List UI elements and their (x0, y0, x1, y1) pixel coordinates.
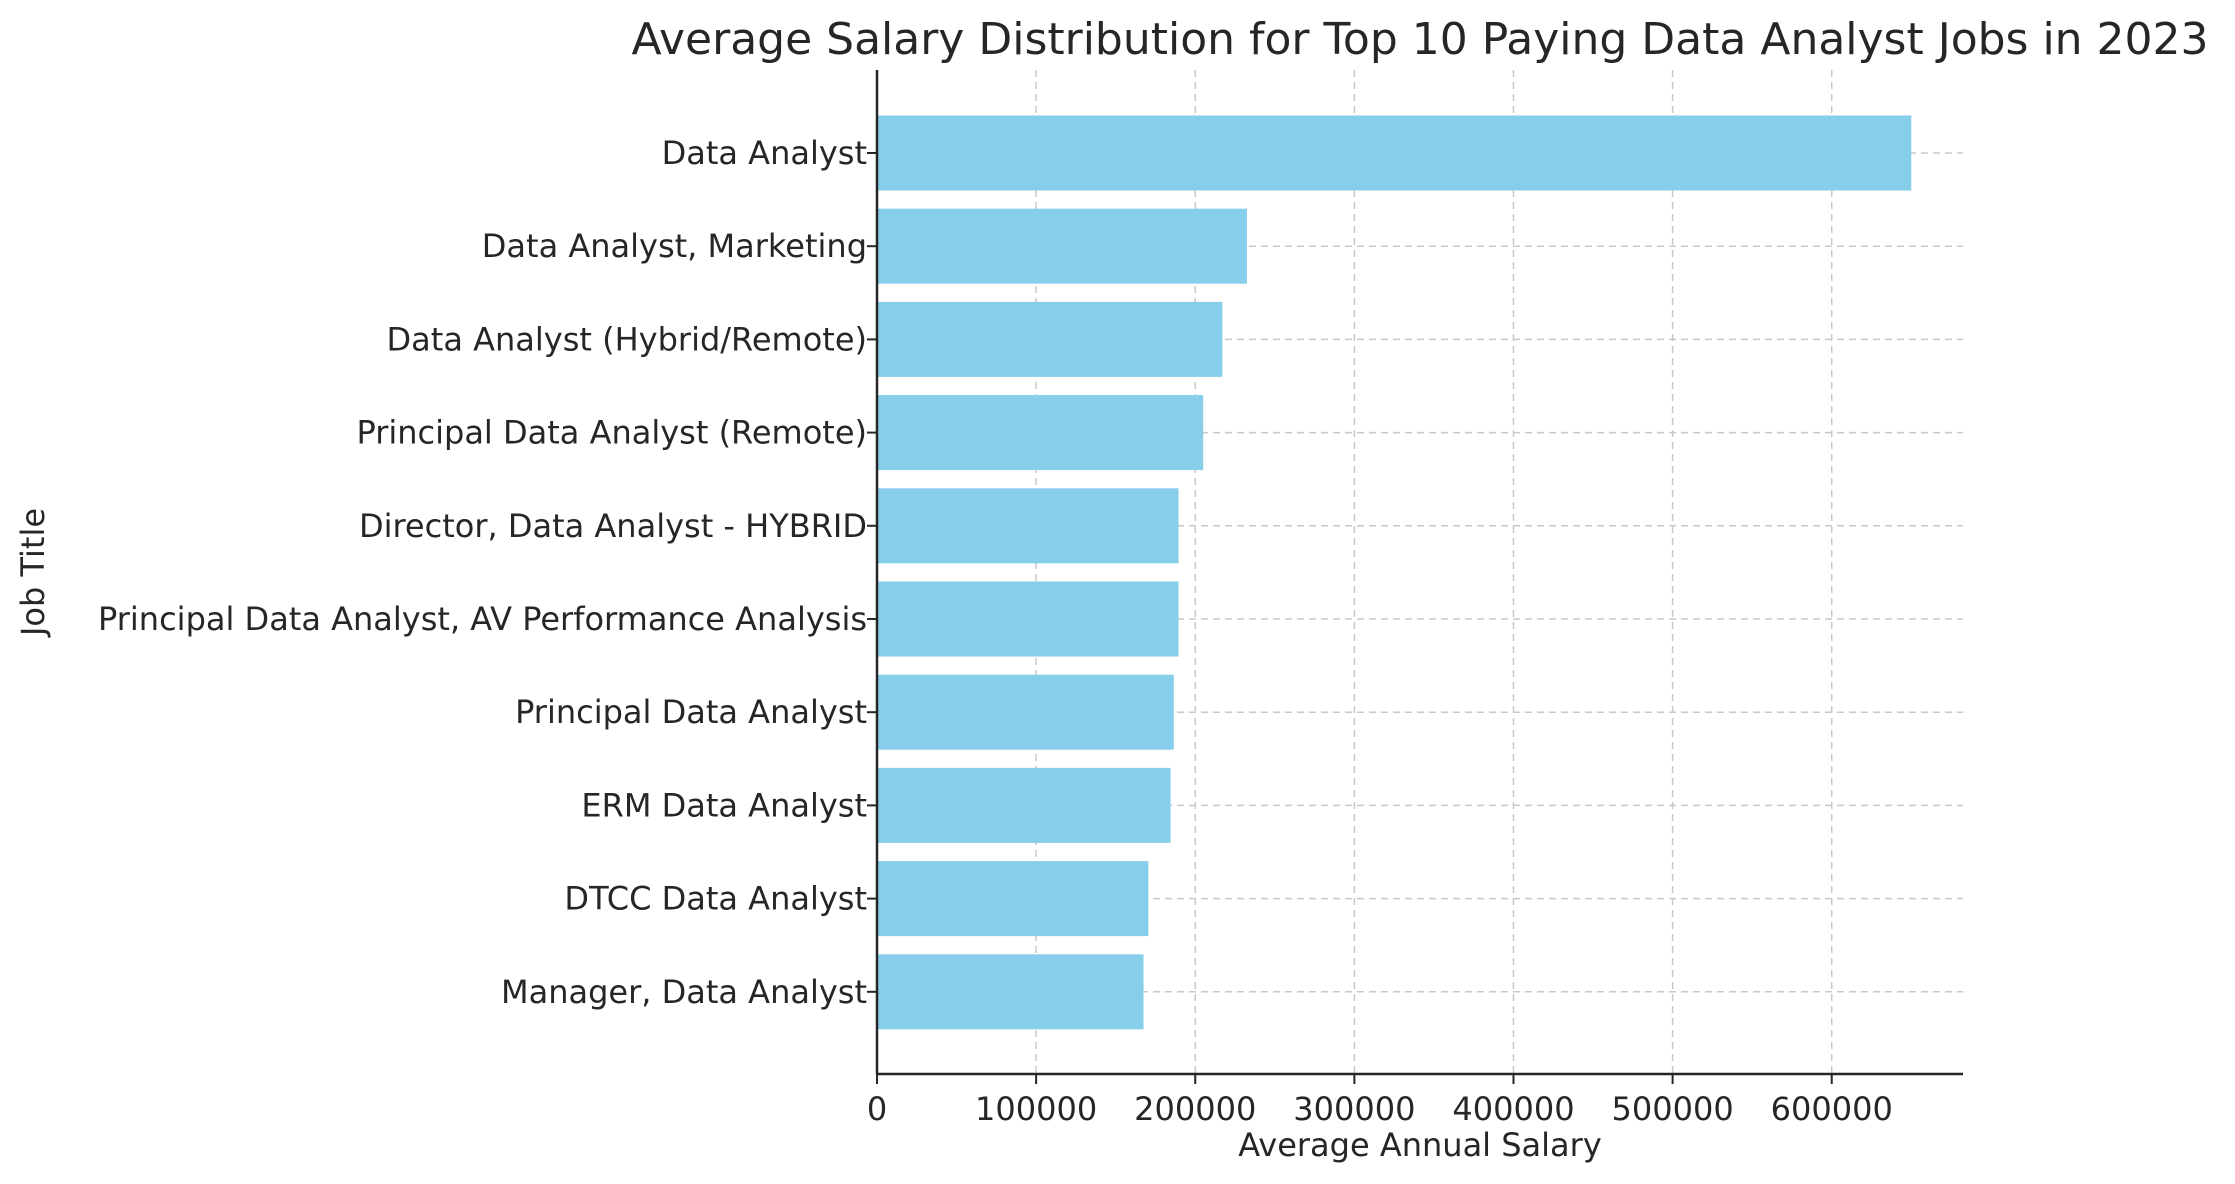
y-tick-label: DTCC Data Analyst (564, 880, 867, 918)
y-tick-labels: Data Analyst Data Analyst, Marketing Data … (98, 134, 877, 1011)
y-axis-label: Job Title (14, 508, 52, 638)
y-tick-label: Data Analyst (Hybrid/Remote) (387, 320, 867, 358)
x-tick-label: 200000 (1134, 1090, 1256, 1128)
bar (877, 301, 1223, 377)
chart-title: Average Salary Distribution for Top 10 P… (631, 14, 2208, 65)
y-tick-label: Principal Data Analyst (Remote) (356, 414, 867, 452)
x-axis-label: Average Annual Salary (1238, 1126, 1602, 1164)
y-tick-label: Data Analyst (662, 134, 867, 172)
bar (877, 115, 1912, 191)
y-tick-label: Principal Data Analyst, AV Performance A… (98, 600, 867, 638)
x-tick-label: 500000 (1612, 1090, 1734, 1128)
bar (877, 954, 1144, 1030)
bars-layer (877, 115, 1912, 1030)
bar (877, 208, 1247, 284)
y-tick-label: Manager, Data Analyst (501, 973, 867, 1011)
x-tick-labels: 0 100000 200000 300000 400000 500000 600000 (867, 1074, 1893, 1128)
y-tick-label: Principal Data Analyst (515, 693, 867, 731)
bar (877, 488, 1179, 564)
axes-layer (875, 70, 1963, 1076)
x-tick-label: 100000 (975, 1090, 1097, 1128)
x-tick-label: 400000 (1452, 1090, 1574, 1128)
bar (877, 861, 1149, 937)
y-tick-label: Data Analyst, Marketing (482, 227, 867, 265)
y-tick-label: Director, Data Analyst - HYBRID (359, 507, 867, 545)
y-tick-label: ERM Data Analyst (581, 786, 867, 824)
bar (877, 581, 1179, 657)
bar (877, 395, 1204, 471)
x-tick-label: 600000 (1771, 1090, 1893, 1128)
bar (877, 674, 1174, 750)
x-tick-label: 300000 (1293, 1090, 1415, 1128)
x-tick-label: 0 (867, 1090, 887, 1128)
bar (877, 767, 1171, 843)
